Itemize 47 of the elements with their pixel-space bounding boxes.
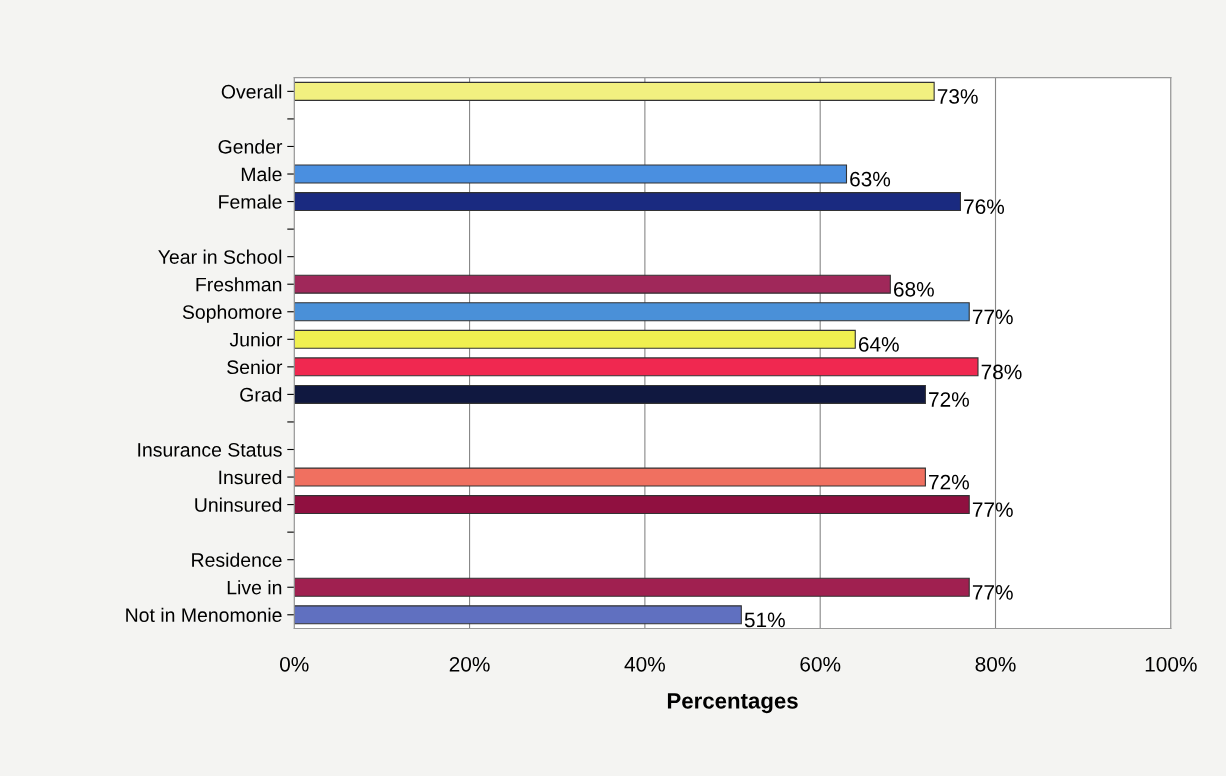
y-tick-label: Junior: [229, 332, 283, 347]
data-label: 77%: [972, 585, 1013, 600]
y-tick-label: Not in Menomonie: [126, 607, 282, 623]
data-label: 72%: [929, 392, 969, 407]
bar: [294, 329, 856, 349]
bar: [294, 357, 979, 377]
x-tick-label: 40%: [624, 656, 665, 672]
y-tick-label: Senior: [227, 359, 283, 375]
data-label: 77%: [972, 309, 1013, 325]
x-tick-label: 100%: [1145, 656, 1197, 672]
data-label: 78%: [981, 364, 1022, 380]
bar: [294, 164, 848, 184]
data-label: 51%: [744, 612, 785, 628]
bar: [294, 192, 962, 212]
y-tick-label: Sophomore: [182, 304, 282, 323]
x-tick-label: 0%: [280, 656, 309, 672]
x-tick-label: 20%: [449, 656, 490, 672]
x-axis-title: Percentages: [667, 693, 798, 714]
y-tick-label: Residence: [192, 552, 282, 567]
bar: [294, 577, 970, 597]
y-tick-label: Uninsured: [195, 497, 282, 512]
data-label: 64%: [858, 337, 899, 352]
x-tick-label: 60%: [800, 656, 841, 672]
bar: [294, 605, 742, 625]
y-tick-label: Insured: [219, 470, 282, 485]
data-label: 76%: [964, 199, 1005, 215]
y-tick-label: Gender: [218, 139, 283, 154]
y-tick-label: Male: [241, 166, 282, 182]
y-tick-label: Overall: [221, 84, 282, 99]
data-label: 72%: [929, 474, 969, 490]
bar: [294, 81, 935, 101]
bar: [294, 302, 970, 322]
data-label: 77%: [972, 502, 1013, 517]
y-tick-label: Grad: [240, 387, 282, 402]
y-tick-label: Live in: [227, 580, 282, 595]
bar: [294, 384, 926, 404]
y-tick-label: Year in School: [158, 249, 282, 264]
y-tick-label: Female: [219, 194, 282, 209]
data-label: 68%: [894, 281, 934, 297]
y-tick-label: Freshman: [196, 277, 282, 292]
bar: [294, 467, 926, 487]
data-label: 73%: [937, 89, 978, 104]
bar: [294, 495, 970, 515]
x-tick-label: 80%: [975, 656, 1016, 672]
data-label: 63%: [850, 171, 891, 187]
y-tick-label: Insurance Status: [138, 442, 282, 457]
bar: [294, 274, 891, 294]
